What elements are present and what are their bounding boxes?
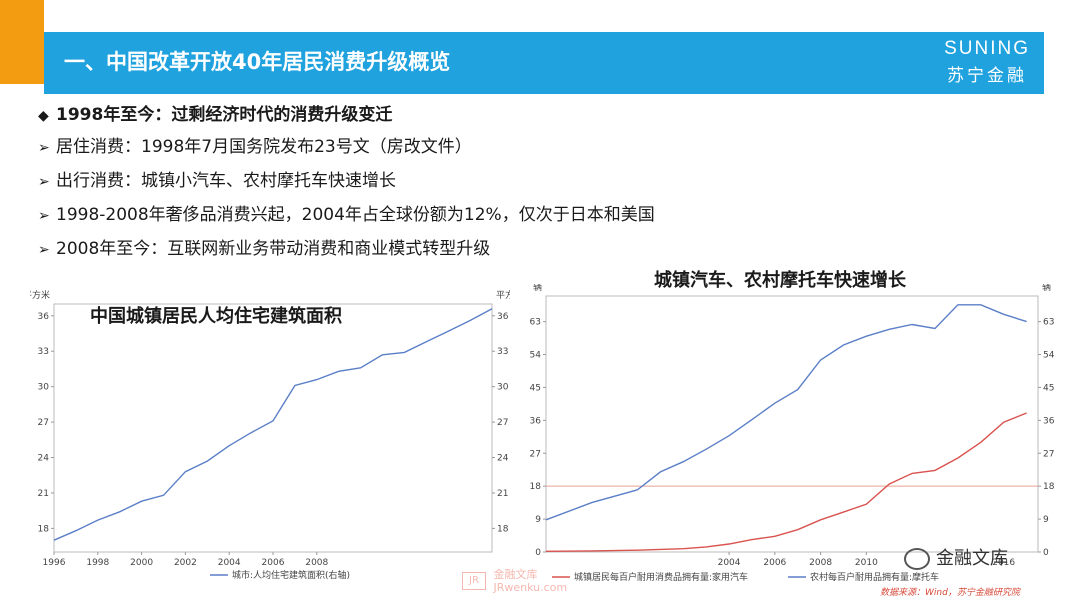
series-line bbox=[53, 308, 493, 541]
y-tick-label-left: 36 bbox=[38, 312, 50, 322]
y-tick-label-right: 36 bbox=[497, 312, 509, 322]
legend-label: 城市:人均住宅建筑面积(右轴) bbox=[232, 569, 350, 581]
y-tick-label-left: 24 bbox=[38, 454, 50, 464]
x-tick-label: 2006 bbox=[262, 558, 285, 568]
y-tick-label-left: 63 bbox=[530, 318, 541, 328]
y-tick-label-left: 27 bbox=[530, 449, 541, 459]
vehicle-chart-title: 城镇汽车、农村摩托车快速增长 bbox=[654, 270, 906, 291]
diamond-icon: ◆ bbox=[38, 108, 49, 124]
y-tick-label-left: 45 bbox=[530, 383, 541, 393]
y-tick-label-right: 24 bbox=[497, 454, 509, 464]
y-tick-label-right: 21 bbox=[497, 489, 508, 499]
x-tick-label: 2004 bbox=[718, 558, 741, 568]
bullet-item: ➢ 2008年至今：互联网新业务带动消费和商业模式转型升级 bbox=[38, 232, 1038, 266]
y-tick-label-left: 0 bbox=[535, 548, 541, 558]
x-tick-label: 2016 bbox=[992, 558, 1015, 568]
watermark-en: JRwenku.com bbox=[493, 581, 568, 594]
y-tick-label-left: 18 bbox=[38, 524, 50, 534]
y-unit-right: 平方米 bbox=[496, 289, 510, 301]
bullet-heading-text: 1998年至今：过剩经济时代的消费升级变迁 bbox=[56, 105, 393, 125]
bullet-item: ➢ 出行消费：城镇小汽车、农村摩托车快速增长 bbox=[38, 164, 1038, 198]
vehicle-chart: 辆 辆 0 0 9 9 18 18 27 27 36 36 45 45 54 54 63 63 2004 2006 20… bbox=[526, 284, 1074, 600]
bullet-item-text: 2008年至今：互联网新业务带动消费和商业模式转型升级 bbox=[56, 239, 491, 259]
y-tick-label-left: 21 bbox=[38, 489, 49, 499]
y-tick-label-right: 54 bbox=[1043, 351, 1055, 361]
watermark-logo: JR bbox=[462, 572, 486, 590]
watermark: JR 金融文库 JRwenku.com bbox=[462, 568, 567, 594]
arrow-bullet-icon: ➢ bbox=[38, 174, 50, 190]
arrow-bullet-icon: ➢ bbox=[38, 208, 50, 224]
y-tick-label-left: 36 bbox=[530, 416, 542, 426]
x-tick-label: 2008 bbox=[305, 558, 328, 568]
wechat-tag: 金融文库 bbox=[904, 544, 1008, 570]
watermark-cn: 金融文库 bbox=[493, 568, 538, 581]
y-tick-label-right: 63 bbox=[1043, 318, 1054, 328]
watermark-text: 金融文库 JRwenku.com bbox=[494, 568, 568, 594]
wechat-name: 金融文库 bbox=[936, 548, 1008, 569]
x-tick-label: 2004 bbox=[218, 558, 241, 568]
wechat-icon bbox=[904, 548, 930, 570]
bullet-list: ◆ 1998年至今：过剩经济时代的消费升级变迁 ➢ 居住消费：1998年7月国务院发… bbox=[38, 100, 1038, 266]
bullet-item-text: 出行消费：城镇小汽车、农村摩托车快速增长 bbox=[56, 171, 396, 191]
x-tick-label: 2006 bbox=[763, 558, 786, 568]
bullet-item: ➢ 1998-2008年奢侈品消费兴起，2004年占全球份额为12%，仅次于日本和… bbox=[38, 198, 1038, 232]
y-tick-label-left: 9 bbox=[535, 515, 541, 525]
y-tick-label-left: 33 bbox=[38, 347, 49, 357]
x-tick-label: 2010 bbox=[855, 558, 878, 568]
x-tick-label: 1996 bbox=[43, 558, 66, 568]
y-tick-label-left: 54 bbox=[530, 351, 542, 361]
legend-label: 城镇居民每百户耐用消费品拥有量:家用汽车 bbox=[574, 571, 748, 583]
page-title: 一、中国改革开放40年居民消费升级概览 bbox=[64, 50, 451, 74]
accent-block bbox=[0, 0, 44, 84]
y-tick-label-left: 18 bbox=[530, 482, 542, 492]
y-tick-label-right: 36 bbox=[1043, 416, 1055, 426]
y-unit-right: 辆 bbox=[1042, 284, 1051, 293]
y-tick-label-left: 27 bbox=[38, 418, 49, 428]
y-tick-label-right: 45 bbox=[1043, 383, 1054, 393]
arrow-bullet-icon: ➢ bbox=[38, 242, 50, 258]
y-tick-label-right: 30 bbox=[497, 383, 509, 393]
y-tick-label-right: 27 bbox=[1043, 449, 1054, 459]
housing-area-chart: 平方米 平方米 18 18 21 21 24 24 27 27 30 30 33 33 36 36 1996 19… bbox=[30, 284, 510, 600]
housing-chart-title: 中国城镇居民人均住宅建筑面积 bbox=[90, 306, 342, 327]
y-tick-label-left: 30 bbox=[38, 383, 50, 393]
series-line bbox=[545, 412, 1027, 552]
x-tick-label: 2002 bbox=[174, 558, 197, 568]
bullet-heading: ◆ 1998年至今：过剩经济时代的消费升级变迁 bbox=[38, 100, 1038, 130]
plot-frame bbox=[545, 295, 1039, 553]
bullet-item-text: 1998-2008年奢侈品消费兴起，2004年占全球份额为12%，仅次于日本和美… bbox=[56, 205, 655, 225]
y-tick-label-right: 9 bbox=[1043, 515, 1049, 525]
y-tick-label-right: 18 bbox=[1043, 482, 1055, 492]
y-tick-label-right: 27 bbox=[497, 418, 508, 428]
data-source: 数据来源：Wind，苏宁金融研究院 bbox=[880, 588, 1020, 598]
series-line bbox=[545, 304, 1027, 521]
title-bar: 一、中国改革开放40年居民消费升级概览 SUNING 苏宁金融 bbox=[44, 32, 1044, 94]
x-tick-label: 2000 bbox=[130, 558, 153, 568]
y-tick-label-right: 0 bbox=[1043, 548, 1049, 558]
y-unit-left: 辆 bbox=[533, 284, 542, 293]
logo-en: SUNING bbox=[944, 38, 1030, 59]
suning-logo: SUNING 苏宁金融 bbox=[944, 38, 1030, 86]
x-tick-label: 1998 bbox=[86, 558, 109, 568]
arrow-bullet-icon: ➢ bbox=[38, 140, 50, 156]
bullet-item: ➢ 居住消费：1998年7月国务院发布23号文（房改文件） bbox=[38, 130, 1038, 164]
y-unit-left: 平方米 bbox=[30, 289, 50, 301]
logo-cn: 苏宁金融 bbox=[947, 66, 1028, 86]
y-tick-label-right: 33 bbox=[497, 347, 508, 357]
housing-area-chart-svg: 平方米 平方米 18 18 21 21 24 24 27 27 30 30 33 33 36 36 1996 19… bbox=[30, 289, 510, 581]
legend-label: 农村每百户耐用品拥有量:摩托车 bbox=[810, 571, 939, 583]
y-tick-label-right: 18 bbox=[497, 524, 509, 534]
bullet-item-text: 居住消费：1998年7月国务院发布23号文（房改文件） bbox=[56, 137, 472, 157]
x-tick-label: 2008 bbox=[809, 558, 832, 568]
vehicle-chart-svg: 辆 辆 0 0 9 9 18 18 27 27 36 36 45 45 54 54 63 63 2004 2006 20… bbox=[530, 284, 1055, 583]
